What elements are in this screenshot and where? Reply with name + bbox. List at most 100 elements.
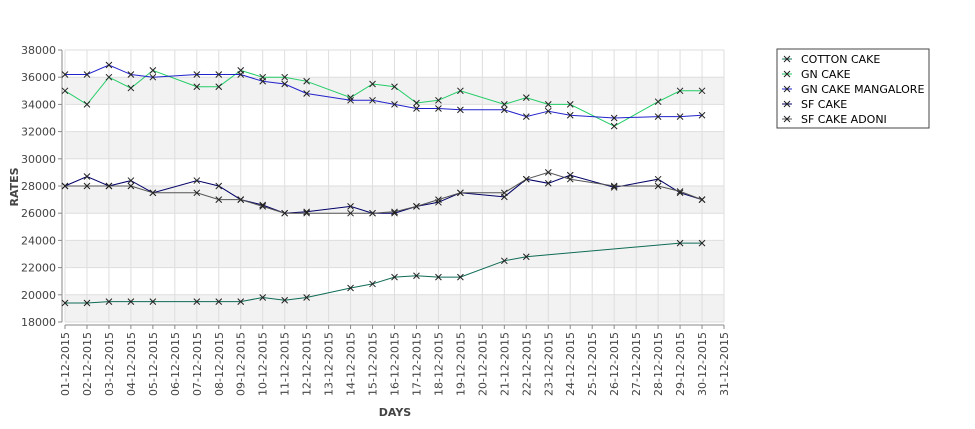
x-tick-label: 29-12-2015 (674, 332, 687, 396)
data-point (500, 101, 508, 108)
data-point (83, 101, 91, 108)
point-mark (105, 298, 113, 305)
point-mark (676, 239, 684, 247)
point-mark (522, 175, 530, 183)
data-point (83, 182, 91, 190)
point-mark (544, 169, 552, 176)
data-point (391, 273, 398, 281)
point-mark (566, 175, 574, 183)
data-point (369, 80, 376, 88)
point-mark (500, 189, 508, 197)
data-point (237, 196, 245, 203)
data-point (303, 294, 310, 301)
data-point (259, 203, 267, 210)
point-mark (698, 239, 706, 247)
point-mark (237, 71, 245, 78)
point-mark (83, 101, 91, 108)
data-point (237, 298, 245, 305)
data-point (413, 105, 420, 112)
point-mark (281, 209, 289, 217)
data-point (369, 209, 376, 217)
x-tick-label: 04-12-2015 (125, 332, 138, 396)
data-point (281, 209, 289, 217)
data-point (237, 71, 245, 78)
x-tick-label: 16-12-2015 (389, 332, 402, 396)
point-mark (610, 122, 618, 130)
data-point (522, 253, 530, 261)
data-point (544, 169, 552, 176)
data-point (281, 296, 289, 304)
data-point (193, 189, 201, 197)
data-point (303, 90, 310, 97)
legend-mark (783, 100, 791, 108)
x-tick-label: 21-12-2015 (498, 332, 511, 396)
x-tick-label: 17-12-2015 (410, 332, 423, 396)
point-mark (281, 73, 289, 81)
data-point (61, 299, 69, 307)
x-tick-label: 07-12-2015 (191, 332, 204, 396)
point-mark (105, 73, 113, 81)
point-mark (127, 182, 135, 190)
point-mark (215, 298, 223, 305)
series-cotton-cake (61, 239, 706, 307)
x-tick-label: 19-12-2015 (454, 332, 467, 396)
point-mark (193, 83, 201, 91)
data-point (610, 122, 618, 130)
data-point (83, 173, 91, 180)
x-tick-label: 02-12-2015 (81, 332, 94, 396)
y-tick-label: 32000 (21, 126, 56, 139)
point-mark (259, 203, 267, 210)
point-mark (457, 106, 464, 114)
point-mark (698, 87, 706, 95)
data-point (149, 298, 157, 305)
point-mark (127, 71, 135, 78)
x-tick-label: 18-12-2015 (432, 332, 445, 396)
point-mark (676, 87, 684, 95)
data-point (610, 114, 618, 122)
data-point (676, 87, 684, 95)
data-point (303, 77, 310, 85)
point-mark (369, 80, 376, 88)
data-point (654, 98, 662, 106)
point-mark (193, 298, 201, 305)
data-point (61, 87, 69, 95)
data-point (435, 96, 442, 104)
data-point (127, 298, 135, 305)
data-point (435, 105, 442, 112)
point-mark (676, 188, 684, 195)
point-mark (61, 87, 69, 95)
point-mark (369, 280, 376, 288)
point-mark (259, 294, 267, 301)
y-axis: 18000 20000 22000 24000 26000 28000 30000 32000… (21, 44, 63, 329)
y-tick-label: 26000 (21, 207, 56, 220)
point-mark (457, 273, 464, 281)
data-point (369, 280, 376, 288)
data-point (105, 73, 113, 81)
data-point (149, 73, 157, 81)
point-mark (303, 209, 310, 217)
x-tick-label: 31-12-2015 (718, 332, 731, 396)
x-tick-label: 25-12-2015 (586, 332, 599, 396)
legend-mark (783, 85, 791, 93)
data-point (435, 273, 442, 281)
data-point (127, 84, 135, 92)
point-mark (566, 111, 574, 119)
x-tick-label: 11-12-2015 (279, 332, 292, 396)
point-mark (698, 196, 706, 203)
point-mark (149, 298, 157, 305)
data-point (149, 189, 157, 197)
x-tick-label: 15-12-2015 (367, 332, 380, 396)
data-point (676, 239, 684, 247)
point-mark (522, 113, 530, 120)
point-mark (127, 177, 135, 184)
data-point (193, 71, 201, 78)
point-mark (698, 111, 706, 119)
point-mark (347, 209, 354, 217)
data-point (457, 273, 464, 281)
point-mark (391, 208, 398, 216)
point-mark (500, 257, 508, 265)
data-point (193, 83, 201, 91)
point-mark (215, 83, 223, 91)
point-mark (281, 296, 289, 304)
